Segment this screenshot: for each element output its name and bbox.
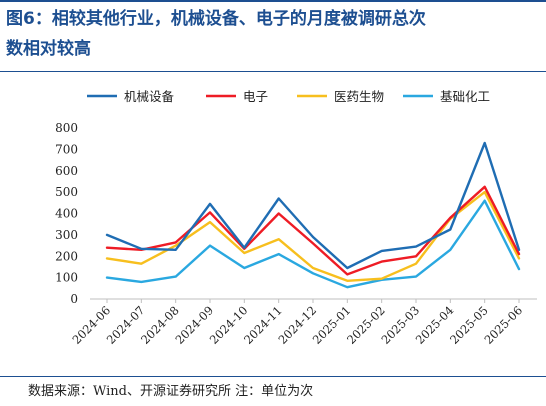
series-line-1 <box>105 185 521 276</box>
series-line-0 <box>105 141 521 270</box>
legend-label-3: 基础化工 <box>440 89 490 104</box>
y-tick-label-4: 400 <box>55 207 78 221</box>
figure-title-line-1: 图6：相较其他行业，机械设备、电子的月度被调研总次 <box>6 9 426 29</box>
y-tick-label-3: 300 <box>55 228 78 242</box>
top-rule <box>0 0 546 2</box>
figure-title: 图6：相较其他行业，机械设备、电子的月度被调研总次 数相对较高 <box>6 4 540 64</box>
x-tick-label-12: 2025-06 <box>481 303 525 347</box>
legend-label-0: 机械设备 <box>124 89 175 104</box>
x-axis: 2024-062024-072024-082024-092024-102024-… <box>69 298 537 347</box>
chart-legend: 机械设备 电子 医药生物 基础化工 <box>87 89 490 104</box>
y-axis: 0 100 200 300 400 500 600 700 800 <box>55 121 78 306</box>
legend-label-1: 电子 <box>243 89 268 104</box>
line-chart: 机械设备 电子 医药生物 基础化工 0 100 200 300 400 500 600 700 800… <box>55 89 537 347</box>
y-tick-label-2: 200 <box>55 249 78 263</box>
source-note: 数据来源：Wind、开源证券研究所 注：单位为次 <box>0 376 546 405</box>
y-tick-label-8: 800 <box>55 121 78 135</box>
y-tick-label-7: 700 <box>55 142 78 156</box>
y-tick-label-6: 600 <box>55 164 78 178</box>
figure-title-line-2: 数相对较高 <box>6 39 91 59</box>
chart-series <box>105 141 521 289</box>
y-tick-label-0: 0 <box>70 292 78 306</box>
title-divider <box>0 71 546 72</box>
series-line-3 <box>105 199 521 289</box>
legend-label-2: 医药生物 <box>334 89 384 104</box>
y-tick-label-1: 100 <box>55 271 78 285</box>
y-tick-label-5: 500 <box>55 185 78 199</box>
